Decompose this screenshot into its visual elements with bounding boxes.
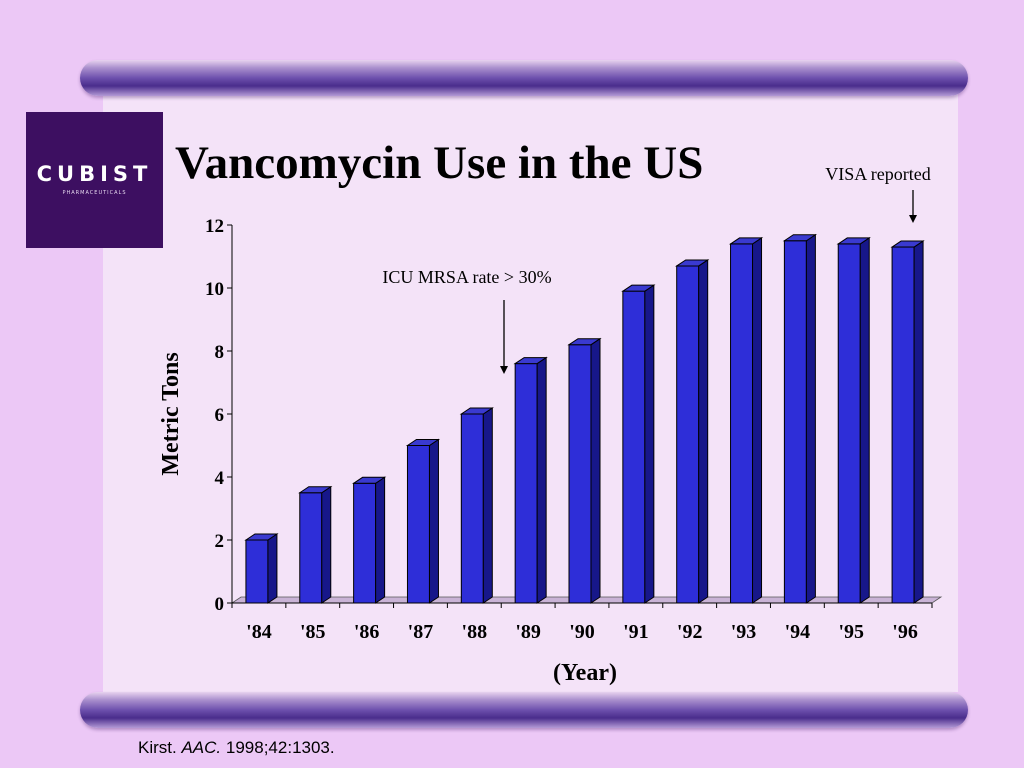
bar-top xyxy=(890,240,925,248)
bar xyxy=(405,438,441,604)
bar-top xyxy=(244,533,279,541)
cubist-logo: CUBIST PHARMACEUTICALS xyxy=(26,112,163,248)
bar-top xyxy=(513,357,548,365)
bar-top xyxy=(567,338,602,346)
bar-side xyxy=(805,233,816,604)
x-tick-label: '88 xyxy=(462,621,488,643)
bar-front xyxy=(299,492,323,604)
bar xyxy=(298,485,333,604)
x-tick-label: '95 xyxy=(838,621,864,643)
y-tick-label: 12 xyxy=(205,216,224,237)
bar-side xyxy=(698,259,709,604)
bar xyxy=(244,533,279,604)
bar xyxy=(675,259,710,604)
bar xyxy=(836,236,871,604)
x-tick-label: '91 xyxy=(623,621,649,643)
bar-front xyxy=(406,445,430,604)
x-tick-label: '94 xyxy=(785,621,811,643)
annotation-arrow-head xyxy=(500,366,508,374)
bar-front xyxy=(245,539,269,604)
bar xyxy=(621,284,656,604)
bar-front xyxy=(730,243,754,604)
x-tick-label: '87 xyxy=(408,621,434,643)
y-tick-label: 4 xyxy=(215,468,225,489)
annotation-label: VISA reported xyxy=(825,164,930,184)
bar-top xyxy=(621,284,656,292)
bar-front xyxy=(568,344,592,604)
annotation-label: ICU MRSA rate > 30% xyxy=(382,267,551,287)
y-tick-label: 0 xyxy=(215,594,225,615)
x-axis-title: (Year) xyxy=(553,660,617,686)
x-tick-label: '85 xyxy=(300,621,326,643)
bar xyxy=(890,240,925,604)
bar-side xyxy=(536,356,547,604)
bar-side xyxy=(428,438,439,604)
bar-front xyxy=(353,482,377,604)
x-tick-label: '93 xyxy=(731,621,757,643)
bar-top xyxy=(675,259,710,267)
bar-top xyxy=(351,476,387,484)
bar-top xyxy=(405,439,441,446)
bar xyxy=(782,233,818,604)
y-tick-label: 8 xyxy=(215,342,225,363)
x-tick-label: '89 xyxy=(515,621,541,643)
bar-front xyxy=(676,265,700,604)
x-tick-label: '92 xyxy=(677,621,703,643)
bar xyxy=(351,476,387,604)
y-tick-label: 6 xyxy=(215,405,225,426)
bar-side xyxy=(375,476,386,604)
y-tick-label: 2 xyxy=(215,531,225,552)
bar-side xyxy=(859,236,870,604)
bar-top xyxy=(782,234,818,242)
bar-front xyxy=(837,243,861,604)
bar-top xyxy=(728,237,764,245)
bar-side xyxy=(267,533,278,604)
logo-wordmark: CUBIST xyxy=(36,162,153,186)
citation-journal: AAC. xyxy=(181,738,222,757)
bar xyxy=(513,356,548,604)
logo-subtitle: PHARMACEUTICALS xyxy=(62,190,127,196)
annotation-arrow-head xyxy=(909,215,917,223)
bar-front xyxy=(460,413,484,604)
citation-author: Kirst. xyxy=(138,738,177,757)
slide-title: Vancomycin Use in the US xyxy=(175,137,704,189)
bar xyxy=(728,236,764,604)
bar-front xyxy=(514,363,538,604)
bar-side xyxy=(321,485,332,604)
bottom-decorative-bar xyxy=(80,692,968,728)
bar-front xyxy=(622,290,646,604)
citation-reference: 1998;42:1303. xyxy=(225,738,335,757)
bar-top xyxy=(459,407,494,415)
x-tick-label: '90 xyxy=(569,621,595,643)
bar-front xyxy=(783,240,807,604)
bar-top xyxy=(836,237,871,245)
bar xyxy=(567,337,602,604)
x-tick-label: '96 xyxy=(892,621,918,643)
bar-top xyxy=(298,486,333,494)
bar xyxy=(459,407,494,604)
y-tick-label: 10 xyxy=(205,279,224,300)
y-axis-title: Metric Tons xyxy=(158,352,184,475)
x-tick-label: '86 xyxy=(354,621,380,643)
bar-side xyxy=(752,236,763,604)
bar-side xyxy=(913,240,924,604)
citation: Kirst. AAC. 1998;42:1303. xyxy=(138,738,335,758)
bar-front xyxy=(891,246,915,604)
x-tick-label: '84 xyxy=(246,621,272,643)
bar-side xyxy=(644,284,655,604)
bar-side xyxy=(590,337,601,604)
bar-side xyxy=(482,407,493,604)
top-decorative-bar xyxy=(80,60,968,96)
